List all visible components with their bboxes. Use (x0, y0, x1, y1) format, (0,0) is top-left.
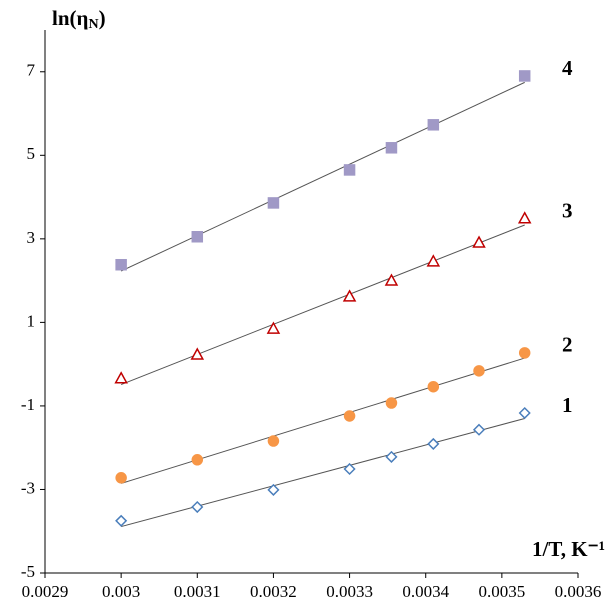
y-tick-label: 7 (27, 61, 36, 80)
point (115, 472, 127, 484)
point (343, 164, 356, 176)
series-label: 3 (562, 199, 573, 223)
point (384, 273, 399, 286)
point (267, 435, 280, 447)
x-tick-label: 0.003 (102, 582, 140, 601)
point (191, 231, 204, 243)
point (517, 211, 532, 224)
point (518, 347, 531, 359)
point (267, 197, 280, 209)
point (518, 70, 531, 82)
trendline (120, 81, 525, 272)
point (426, 254, 441, 267)
point (427, 437, 440, 450)
series-label: 1 (562, 393, 573, 417)
point (114, 371, 128, 384)
point (267, 483, 280, 496)
point (385, 142, 398, 154)
point (385, 397, 398, 409)
x-tick-label: 0.0033 (326, 582, 373, 601)
point (342, 289, 357, 302)
point (385, 450, 398, 463)
y-tick-label: -1 (21, 395, 35, 414)
y-tick-label: -5 (21, 562, 35, 581)
trendline (121, 417, 525, 528)
point (343, 410, 356, 422)
point (191, 454, 204, 466)
point (115, 514, 128, 527)
y-tick-label: 1 (27, 311, 36, 330)
y-tick-label: -3 (21, 478, 35, 497)
point (427, 119, 440, 131)
y-tick-label: 3 (27, 228, 36, 247)
series-label: 4 (562, 56, 573, 80)
point (472, 423, 486, 436)
point (343, 462, 356, 476)
point (472, 235, 486, 248)
x-axis-label: 1/T, K⁻¹ (532, 537, 605, 561)
point (518, 406, 531, 420)
x-tick-label: 0.0032 (250, 582, 297, 601)
x-tick-label: 0.0029 (22, 582, 69, 601)
trendline (120, 357, 525, 484)
x-tick-label: 0.0034 (402, 582, 449, 601)
point (427, 380, 440, 393)
point (473, 365, 485, 377)
point (266, 321, 281, 334)
point (190, 347, 205, 360)
y-axis-label: ln(ηN) (52, 6, 106, 32)
x-tick-label: 0.0036 (555, 582, 602, 601)
series-label: 2 (562, 333, 573, 357)
x-tick-label: 0.0035 (478, 582, 525, 601)
point (191, 500, 204, 514)
x-tick-label: 0.0031 (174, 582, 221, 601)
y-tick-label: 5 (27, 144, 36, 163)
point (115, 258, 127, 271)
trendline (120, 224, 525, 386)
